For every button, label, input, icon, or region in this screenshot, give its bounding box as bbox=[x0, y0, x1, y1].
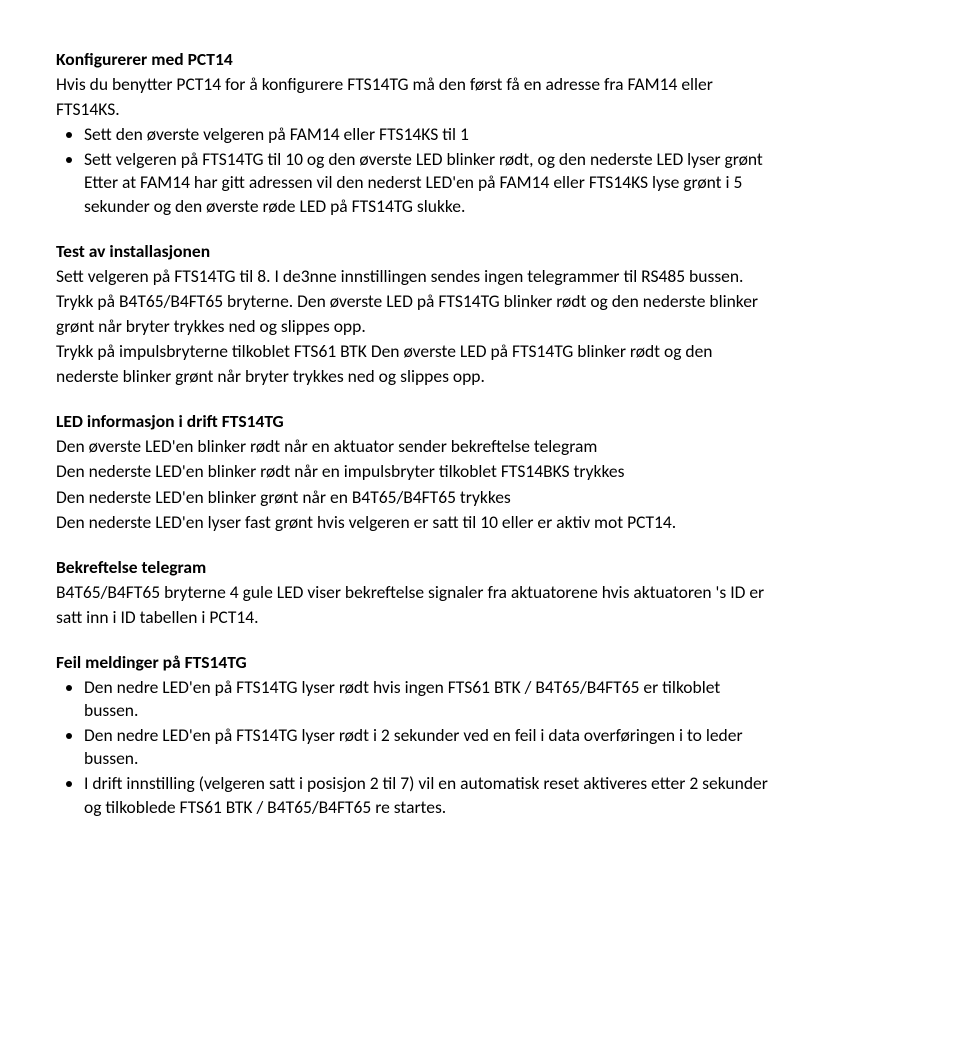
heading-bekreftelse: Bekreftelse telegram bbox=[56, 556, 904, 579]
heading-konfigurerer: Konfigurerer med PCT14 bbox=[56, 48, 904, 71]
list-item: Sett den øverste velgeren på FAM14 eller… bbox=[84, 123, 904, 146]
text-line: sekunder og den øverste røde LED på FTS1… bbox=[84, 195, 465, 217]
text-line: bussen. bbox=[84, 699, 138, 721]
text-line: Den nederste LED'en blinker grønt når en… bbox=[56, 486, 904, 509]
text-line: Trykk på B4T65/B4FT65 bryterne. Den øver… bbox=[56, 290, 904, 313]
heading-led-info: LED informasjon i drift FTS14TG bbox=[56, 410, 904, 433]
text-line: Den nedre LED'en på FTS14TG lyser rødt h… bbox=[84, 676, 720, 698]
heading-test: Test av installasjonen bbox=[56, 240, 904, 263]
list-item: I drift innstilling (velgeren satt i pos… bbox=[84, 772, 904, 818]
intro-line-1: Hvis du benytter PCT14 for å konfigurere… bbox=[56, 73, 904, 96]
text-line: I drift innstilling (velgeren satt i pos… bbox=[84, 772, 768, 794]
list-item: Den nedre LED'en på FTS14TG lyser rødt i… bbox=[84, 724, 904, 770]
list-item: Sett velgeren på FTS14TG til 10 og den ø… bbox=[84, 148, 904, 217]
text-line: Den nederste LED'en blinker rødt når en … bbox=[56, 460, 904, 483]
text-line: Den øverste LED'en blinker rødt når en a… bbox=[56, 435, 904, 458]
intro-line-2: FTS14KS. bbox=[56, 98, 904, 121]
text-line: B4T65/B4FT65 bryterne 4 gule LED viser b… bbox=[56, 581, 904, 604]
text-line: Den nedre LED'en på FTS14TG lyser rødt i… bbox=[84, 724, 743, 746]
text-line: Sett velgeren på FTS14TG til 8. I de3nne… bbox=[56, 265, 904, 288]
text-line: Sett velgeren på FTS14TG til 10 og den ø… bbox=[84, 148, 763, 170]
text-line: Trykk på impulsbryterne tilkoblet FTS61 … bbox=[56, 340, 904, 363]
text-line: og tilkoblede FTS61 BTK / B4T65/B4FT65 r… bbox=[84, 796, 446, 818]
text-line: Den nederste LED'en lyser fast grønt hvi… bbox=[56, 511, 904, 534]
text-line: nederste blinker grønt når bryter trykke… bbox=[56, 365, 904, 388]
konfig-list: Sett den øverste velgeren på FAM14 eller… bbox=[56, 123, 904, 217]
text-line: bussen. bbox=[84, 747, 138, 769]
text-line: satt inn i ID tabellen i PCT14. bbox=[56, 606, 904, 629]
list-item: Den nedre LED'en på FTS14TG lyser rødt h… bbox=[84, 676, 904, 722]
text-line: grønt når bryter trykkes ned og slippes … bbox=[56, 315, 904, 338]
heading-feil: Feil meldinger på FTS14TG bbox=[56, 651, 904, 674]
text-line: Etter at FAM14 har gitt adressen vil den… bbox=[84, 171, 742, 193]
feil-list: Den nedre LED'en på FTS14TG lyser rødt h… bbox=[56, 676, 904, 819]
